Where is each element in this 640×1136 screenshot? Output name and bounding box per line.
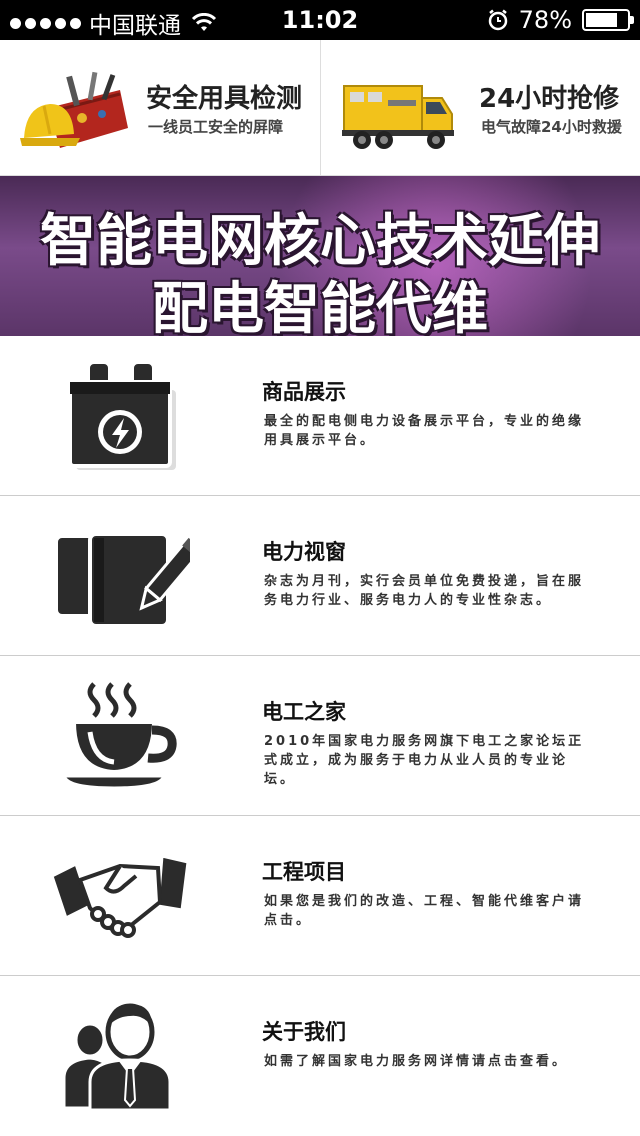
battery-icon — [68, 360, 176, 470]
item-description: 杂志为月刊，实行会员单位免费投递，旨在服务电力行业、服务电力人的专业性杂志。 — [264, 574, 585, 608]
list-item-about-us[interactable]: 关于我们 如需了解国家电力服务网详情请点击查看。 — [0, 976, 640, 1136]
handshake-icon — [50, 854, 190, 938]
battery-fill — [586, 13, 617, 27]
promo-banner[interactable]: 智能电网核心技术延伸 配电智能代维 — [0, 176, 640, 336]
item-description: 如果您是我们的改造、工程、智能代维客户请点击。 — [264, 894, 585, 928]
signal-strength-icon — [10, 17, 81, 29]
coffee-cup-icon — [61, 682, 177, 790]
battery-icon — [582, 9, 634, 31]
item-title: 电力视窗 — [262, 540, 346, 564]
card-subtitle: 一线员工安全的屏障 — [148, 118, 284, 136]
book-pencil-icon — [54, 532, 190, 628]
battery-percentage: 78% — [518, 6, 572, 34]
list-item-projects[interactable]: 工程项目 如果您是我们的改造、工程、智能代维客户请点击。 — [0, 816, 640, 976]
item-title: 电工之家 — [262, 700, 346, 724]
wifi-icon — [191, 13, 217, 31]
alarm-clock-icon — [488, 9, 507, 31]
card-title: 安全用具检测 — [146, 84, 303, 114]
people-icon — [62, 1003, 172, 1112]
top-feature-cards: 安全用具检测 一线员工安全的屏障 24小时抢修 电气故障24小时救援 — [0, 40, 640, 176]
list-item-products[interactable]: 商品展示 最全的配电侧电力设备展示平台，专业的绝缘用具展示平台。 — [0, 336, 640, 496]
item-title: 工程项目 — [262, 860, 346, 884]
status-bar: 中国联通 11:02 78% — [0, 0, 640, 40]
carrier-name: 中国联通 — [89, 13, 181, 39]
item-description: 最全的配电侧电力设备展示平台，专业的绝缘用具展示平台。 — [264, 414, 585, 448]
item-description: 如需了解国家电力服务网详情请点击查看。 — [264, 1054, 569, 1069]
feature-list: 商品展示 最全的配电侧电力设备展示平台，专业的绝缘用具展示平台。 电力视窗 杂志… — [0, 336, 640, 1136]
banner-headline: 智能电网核心技术延伸 — [40, 209, 600, 274]
repair-truck-icon — [342, 85, 454, 149]
card-subtitle: 电气故障24小时救援 — [481, 118, 622, 136]
item-title: 关于我们 — [262, 1020, 346, 1044]
banner-subheadline: 配电智能代维 — [152, 277, 488, 336]
tool-bag-helmet-icon — [20, 71, 128, 148]
card-title: 24小时抢修 — [479, 84, 620, 114]
item-title: 商品展示 — [262, 380, 346, 404]
card-safety-tool-test[interactable]: 安全用具检测 一线员工安全的屏障 — [0, 40, 320, 176]
card-24h-repair[interactable]: 24小时抢修 电气故障24小时救援 — [320, 40, 640, 176]
status-time: 11:02 — [281, 6, 359, 34]
list-item-power-window[interactable]: 电力视窗 杂志为月刊，实行会员单位免费投递，旨在服务电力行业、服务电力人的专业性… — [0, 496, 640, 656]
item-description: 2010年国家电力服务网旗下电工之家论坛正式成立，成为服务于电力从业人员的专业论… — [264, 734, 585, 787]
list-item-electrician-home[interactable]: 电工之家 2010年国家电力服务网旗下电工之家论坛正式成立，成为服务于电力从业人… — [0, 656, 640, 816]
